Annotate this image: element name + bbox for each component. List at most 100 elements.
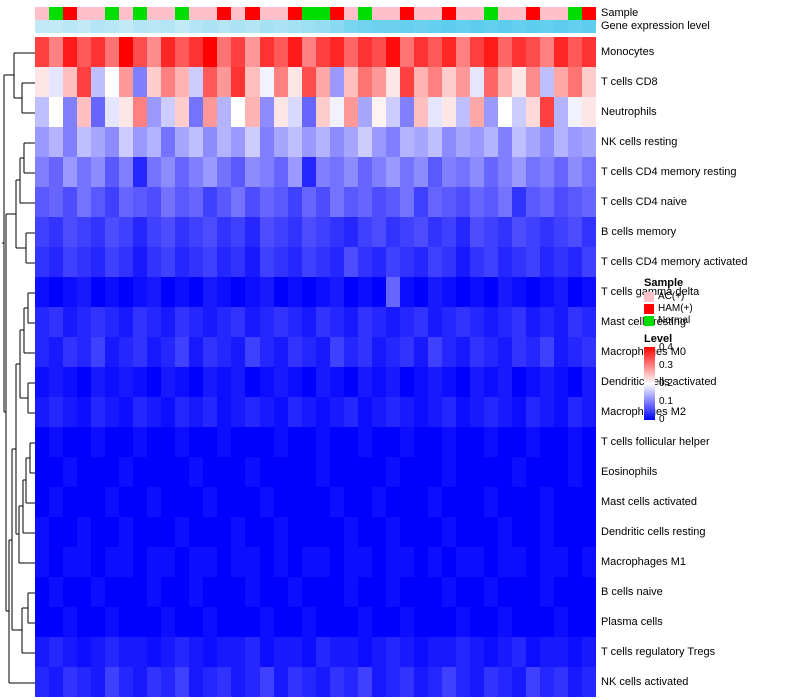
heatmap-cell [273,67,288,97]
heatmap-cell [568,67,583,97]
heatmap-cell [301,397,316,427]
heatmap-cell [119,637,134,667]
heatmap-cell [287,487,302,517]
heatmap-cell [49,157,64,187]
gene-expression-cell [287,20,302,33]
heatmap-cell [133,67,148,97]
heatmap-cell [540,517,555,547]
heatmap-cell [91,427,106,457]
heatmap-cell [245,517,260,547]
heatmap-cell [217,217,232,247]
heatmap-cell [371,97,386,127]
heatmap-cell [540,667,555,697]
heatmap-cell [147,157,162,187]
heatmap-cell [469,607,484,637]
heatmap-cell [245,367,260,397]
legend-level-colorbar: 0.4 0.3 0.2 0.1 0 [644,343,724,431]
heatmap-cell [554,367,569,397]
heatmap-cell [357,457,372,487]
heatmap-cell [329,607,344,637]
heatmap-cell [554,37,569,67]
heatmap-row [35,457,597,487]
heatmap-cell [133,547,148,577]
heatmap-cell [203,157,218,187]
gene-expression-cell [568,20,583,33]
heatmap-cell [105,67,120,97]
heatmap-cell [147,127,162,157]
heatmap-cell [441,607,456,637]
heatmap-cell [175,427,190,457]
heatmap-cell [582,97,597,127]
heatmap-cell [301,337,316,367]
heatmap-cell [203,577,218,607]
heatmap-cell [273,217,288,247]
heatmap-cell [147,307,162,337]
heatmap-cell [441,247,456,277]
heatmap-cell [371,667,386,697]
heatmap-cell [540,157,555,187]
heatmap-cell [554,487,569,517]
heatmap-cell [329,487,344,517]
heatmap-cell [203,337,218,367]
heatmap-cell [133,277,148,307]
heatmap-cell [582,277,597,307]
heatmap-cell [147,487,162,517]
heatmap-cell [315,547,330,577]
heatmap-cell [231,337,246,367]
row-label: Eosinophils [601,466,658,478]
heatmap-cell [105,37,120,67]
sample-annotation-cell [301,7,316,20]
heatmap-cell [385,97,400,127]
heatmap-cell [343,547,358,577]
heatmap-cell [371,607,386,637]
heatmap-cell [91,547,106,577]
heatmap-cell [455,607,470,637]
heatmap-cell [175,307,190,337]
heatmap-cell [329,247,344,277]
heatmap-cell [484,487,499,517]
heatmap-cell [371,547,386,577]
heatmap-cell [217,157,232,187]
heatmap-cell [469,127,484,157]
heatmap-cell [385,307,400,337]
heatmap-cell [329,367,344,397]
heatmap-cell [231,97,246,127]
heatmap-cell [526,187,541,217]
heatmap-cell [231,637,246,667]
heatmap-cell [287,217,302,247]
gene-expression-cell [427,20,442,33]
heatmap-cell [203,367,218,397]
heatmap-cell [427,67,442,97]
heatmap-cell [568,367,583,397]
heatmap-cell [91,397,106,427]
heatmap-cell [498,157,513,187]
heatmap-cell [231,67,246,97]
heatmap-cell [203,667,218,697]
heatmap-cell [427,577,442,607]
heatmap-cell [498,607,513,637]
heatmap-cell [568,127,583,157]
heatmap-cell [371,157,386,187]
heatmap-cell [427,307,442,337]
heatmap-cell [245,187,260,217]
heatmap-cell [498,367,513,397]
heatmap-cell [455,97,470,127]
heatmap-cell [512,37,527,67]
heatmap-cell [526,37,541,67]
heatmap-cell [399,367,414,397]
heatmap-cell [512,457,527,487]
heatmap-cell [329,397,344,427]
heatmap-cell [526,637,541,667]
gene-expression-cell [329,20,344,33]
heatmap-cell [315,67,330,97]
heatmap-cell [217,547,232,577]
heatmap-cell [484,397,499,427]
heatmap-cell [568,427,583,457]
heatmap-cell [105,97,120,127]
heatmap-cell [273,667,288,697]
heatmap-cell [512,517,527,547]
heatmap-cell [554,547,569,577]
heatmap-cell [498,637,513,667]
heatmap-cell [301,577,316,607]
heatmap-cell [91,277,106,307]
